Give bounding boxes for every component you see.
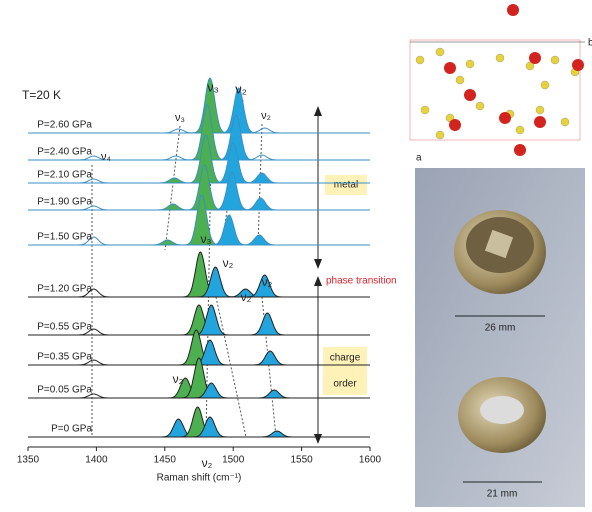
peak-annotation: ν₃ <box>175 112 185 124</box>
peak <box>255 390 293 398</box>
phase-label: metal <box>334 180 358 191</box>
series-label: P=0.55 GPa <box>37 322 92 333</box>
plot <box>28 78 370 437</box>
peak-annotation: ν₂ <box>202 456 213 470</box>
series-label: P=2.40 GPa <box>37 147 92 158</box>
peak <box>258 431 296 437</box>
arrowhead <box>314 106 322 116</box>
axis-label: a <box>416 153 422 164</box>
temperature: T=20 K <box>22 88 61 102</box>
peak <box>213 172 251 210</box>
x-axis-label: Raman shift (cm⁻¹) <box>157 473 242 484</box>
peak <box>240 235 278 245</box>
arrowhead <box>314 434 322 444</box>
peak <box>241 198 279 210</box>
arrowhead <box>314 276 322 286</box>
peak <box>159 129 197 133</box>
peak-annotation: ν₃ <box>201 232 212 246</box>
x-tick-label: 1450 <box>154 455 177 466</box>
x-tick-label: 1400 <box>85 455 108 466</box>
dimension-label: 26 mm <box>485 323 516 334</box>
x-tick-label: 1500 <box>222 455 245 466</box>
x-tick-label: 1350 <box>17 455 40 466</box>
peak <box>248 313 286 335</box>
arrowhead <box>314 259 322 269</box>
series-label: P=0 GPa <box>51 424 92 435</box>
axis-label: b <box>588 38 592 49</box>
peak <box>155 178 193 183</box>
series-label: P=0.05 GPa <box>37 385 92 396</box>
peak-annotation: ν₂ <box>223 256 234 270</box>
peak <box>148 240 186 245</box>
series-label: P=1.50 GPa <box>37 232 92 243</box>
peak <box>210 215 248 245</box>
phase-label: charge <box>330 353 361 364</box>
dimension-label: 21 mm <box>487 489 518 500</box>
figure: T=20 K metal phase transition charge ord… <box>0 0 592 507</box>
series-label: P=2.60 GPa <box>37 120 92 131</box>
peak-annotation: ν₃ <box>207 79 219 94</box>
series-label: P=0.35 GPa <box>37 352 92 363</box>
phase-label: phase transition <box>326 276 397 287</box>
peak-annotation: ν₂ <box>262 275 273 289</box>
peak-annotation: ν₄ <box>101 151 112 163</box>
x-tick-label: 1550 <box>290 455 313 466</box>
peak <box>154 204 192 210</box>
series-label: P=1.90 GPa <box>37 197 92 208</box>
peak-annotation: ν₂ <box>261 110 271 122</box>
peak-annotation: ν₂ <box>173 372 184 386</box>
peak <box>243 173 281 183</box>
peak-annotation: ν₂ <box>241 290 252 304</box>
peak-annotation: ν₂ <box>235 81 247 96</box>
x-tick-label: 1600 <box>359 455 382 466</box>
series-label: P=2.10 GPa <box>37 170 92 181</box>
peak <box>251 351 289 365</box>
series-label: P=1.20 GPa <box>37 284 92 295</box>
phase-label: order <box>333 379 357 390</box>
